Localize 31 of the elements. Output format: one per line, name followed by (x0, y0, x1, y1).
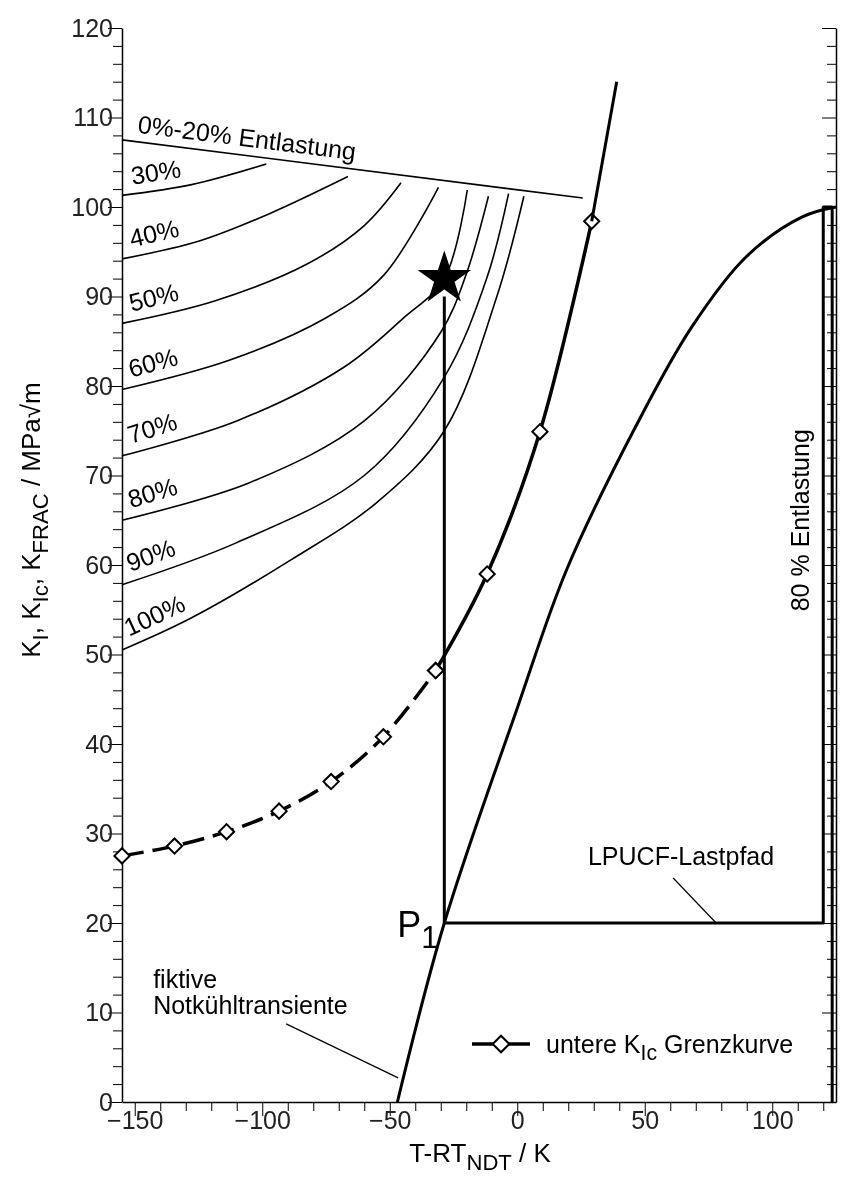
annotation: P$_{1}$ (397, 904, 439, 954)
x-axis-title: T-RT$_{NDT}$ / K (409, 1138, 552, 1175)
text: 80% (124, 472, 181, 514)
y-tick-label: 40 (85, 729, 113, 758)
legend-label: untere K$_{Ic}$ Grenzkurve (546, 1030, 794, 1066)
text: 60% (125, 342, 181, 383)
text: 90% (122, 533, 179, 577)
y-tick-label: 70 (85, 461, 113, 489)
text: 40% (126, 213, 182, 253)
text: 50% (126, 277, 182, 317)
y-tick-label: 90 (85, 282, 113, 310)
text: 70% (124, 407, 181, 449)
x-tick-label: 0 (510, 1105, 525, 1134)
y-tick-label: 60 (85, 550, 113, 579)
annotation: LPUCF-Lastpfad (587, 842, 775, 870)
y-tick-label: 120 (71, 13, 113, 42)
y-tick-label: 80 (85, 371, 113, 400)
x-tick-label: 100 (751, 1105, 794, 1134)
annotation: fiktive Notkühltransiente (153, 964, 348, 1020)
text: 100% (119, 589, 190, 642)
y-tick-label: 20 (85, 908, 113, 937)
y-tick-label: 110 (73, 103, 113, 131)
y-tick-label: 10 (85, 998, 113, 1026)
x-tick-label: 50 (631, 1105, 660, 1134)
text: 30% (128, 154, 183, 190)
y-tick-label: 30 (85, 819, 113, 847)
x-tick-label: −50 (369, 1105, 412, 1134)
x-tick-label: −100 (234, 1105, 291, 1134)
y-tick-label: 100 (71, 192, 113, 221)
y-tick-label: 50 (85, 640, 113, 668)
annotation: 80 % Entlastung (786, 429, 815, 612)
